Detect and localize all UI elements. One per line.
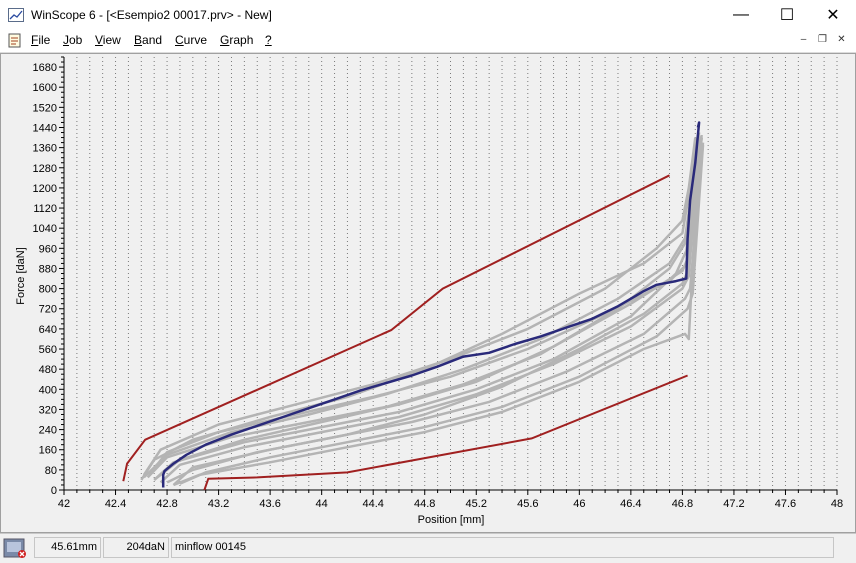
chart-border bbox=[0, 53, 856, 533]
lower-band-line[interactable] bbox=[203, 374, 688, 491]
x-tick-label: 46.8 bbox=[672, 498, 693, 510]
maximize-button[interactable]: ☐ bbox=[779, 7, 795, 24]
y-tick-label: 480 bbox=[39, 364, 57, 376]
x-tick-label: 42.4 bbox=[105, 498, 126, 510]
curves bbox=[140, 132, 705, 487]
curve-line[interactable] bbox=[140, 134, 700, 481]
close-button[interactable]: ✕ bbox=[826, 7, 840, 24]
x-tick-label: 47.6 bbox=[775, 498, 796, 510]
y-tick-label: 1120 bbox=[33, 203, 57, 215]
status-force: 204daN bbox=[103, 537, 169, 558]
y-tick-label: 800 bbox=[39, 284, 57, 296]
y-tick-label: 0 bbox=[51, 485, 57, 497]
axes bbox=[59, 56, 838, 495]
menu-bar: File Job View Band Curve Graph ? – ❐ ✕ bbox=[0, 30, 856, 53]
curve-line[interactable] bbox=[142, 137, 697, 476]
app-icon bbox=[8, 8, 24, 22]
y-tick-label: 960 bbox=[39, 243, 57, 255]
y-tick-label: 320 bbox=[39, 404, 57, 416]
document-icon[interactable] bbox=[8, 33, 22, 48]
y-tick-label: 1600 bbox=[33, 82, 57, 94]
menu-curve[interactable]: Curve bbox=[175, 33, 208, 47]
mdi-minimize-button[interactable]: – bbox=[800, 34, 807, 45]
y-tick-label: 560 bbox=[39, 344, 57, 356]
menu-graph[interactable]: Graph bbox=[220, 33, 254, 47]
x-tick-label: 43.2 bbox=[208, 498, 229, 510]
chart-area: 42 42.4 42.8 43.2 43.6 44 44.4 44.8 45.2 45.6 46 46… bbox=[0, 53, 856, 533]
status-position: 45.61mm bbox=[34, 537, 101, 558]
y-tick-label: 80 bbox=[45, 465, 57, 477]
x-tick-label: 42 bbox=[58, 498, 70, 510]
curve-line[interactable] bbox=[173, 147, 701, 487]
y-tick-label: 1280 bbox=[33, 163, 57, 175]
x-tick-label: 46 bbox=[573, 498, 585, 510]
minimize-button[interactable]: — bbox=[733, 6, 749, 23]
x-tick-labels: 42 42.4 42.8 43.2 43.6 44 44.4 44.8 45.2 45.6 46 46… bbox=[58, 498, 843, 510]
y-tick-labels: 0 80 160 240 320 400 480 560 640 720 800 880 960 1040… bbox=[33, 62, 57, 497]
y-axis-title: Force [daN] bbox=[15, 247, 27, 304]
window-title: WinScope 6 - [<Esempio2 00017.prv> - New… bbox=[31, 8, 272, 22]
curve-line[interactable] bbox=[143, 136, 702, 479]
x-tick-label: 46.4 bbox=[620, 498, 641, 510]
menu-view[interactable]: View bbox=[95, 33, 121, 47]
y-tick-label: 880 bbox=[39, 263, 57, 275]
force-position-chart[interactable]: 42 42.4 42.8 43.2 43.6 44 44.4 44.8 45.2 45.6 46 46… bbox=[0, 53, 856, 533]
curve-line[interactable] bbox=[172, 142, 703, 486]
title-bar: WinScope 6 - [<Esempio2 00017.prv> - New… bbox=[0, 0, 856, 30]
curve-line[interactable] bbox=[153, 137, 703, 481]
y-tick-label: 1200 bbox=[33, 183, 57, 195]
selected-curve-line[interactable] bbox=[161, 121, 701, 488]
y-tick-label: 640 bbox=[39, 324, 57, 336]
selected-curve-layer bbox=[161, 121, 701, 488]
mdi-close-button[interactable]: ✕ bbox=[837, 34, 846, 45]
y-tick-label: 1520 bbox=[33, 102, 57, 114]
menu-job[interactable]: Job bbox=[63, 33, 83, 47]
y-tick-label: 240 bbox=[39, 425, 57, 437]
x-tick-label: 45.6 bbox=[517, 498, 538, 510]
x-tick-label: 47.2 bbox=[723, 498, 744, 510]
upper-band-line[interactable] bbox=[122, 174, 670, 482]
status-icon[interactable] bbox=[3, 537, 27, 559]
curve-line[interactable] bbox=[179, 145, 705, 485]
menu-help[interactable]: ? bbox=[265, 33, 272, 47]
menu-file[interactable]: File bbox=[31, 33, 51, 47]
bands bbox=[122, 174, 688, 491]
x-tick-label: 45.2 bbox=[466, 498, 487, 510]
x-tick-label: 44.8 bbox=[414, 498, 435, 510]
x-tick-label: 44.4 bbox=[362, 498, 383, 510]
y-tick-label: 720 bbox=[39, 304, 57, 316]
y-tick-label: 160 bbox=[39, 445, 57, 457]
x-tick-label: 48 bbox=[831, 498, 843, 510]
x-tick-label: 43.6 bbox=[259, 498, 280, 510]
y-tick-label: 1440 bbox=[33, 122, 57, 134]
x-axis-title: Position [mm] bbox=[418, 514, 485, 526]
y-tick-label: 1040 bbox=[33, 223, 57, 235]
status-bar: 45.61mm 204daN minflow 00145 bbox=[0, 533, 856, 563]
x-tick-label: 42.8 bbox=[156, 498, 177, 510]
y-tick-label: 1360 bbox=[33, 143, 57, 155]
status-curve-name: minflow 00145 bbox=[171, 537, 834, 558]
menu-band[interactable]: Band bbox=[134, 33, 163, 47]
y-tick-label: 1680 bbox=[33, 62, 57, 74]
y-tick-label: 400 bbox=[39, 384, 57, 396]
x-tick-label: 44 bbox=[316, 498, 328, 510]
mdi-restore-button[interactable]: ❐ bbox=[818, 34, 827, 45]
